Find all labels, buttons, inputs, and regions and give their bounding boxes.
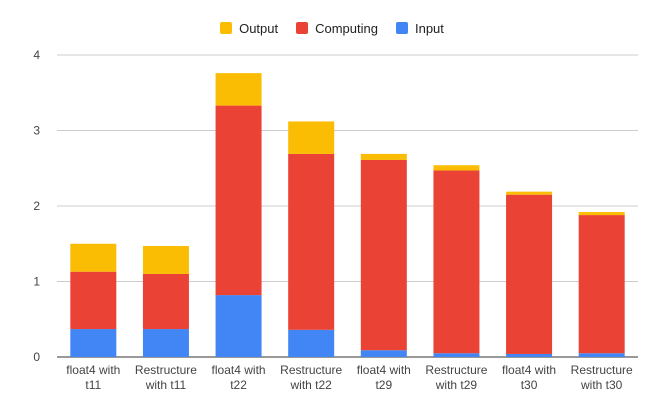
legend-item-output: Output xyxy=(220,21,278,36)
x-tick-label: Restructure with t22 xyxy=(280,363,342,392)
legend-item-input: Input xyxy=(395,20,444,36)
bar-input-2 xyxy=(215,295,262,357)
y-tick-label: 4 xyxy=(33,48,40,62)
x-tick-label-line: Restructure xyxy=(571,363,633,377)
bar-output-3 xyxy=(288,121,335,154)
x-tick-label-line: t22 xyxy=(230,378,247,392)
legend-swatch xyxy=(220,22,233,34)
y-tick-label: 2 xyxy=(33,199,40,213)
bar-input-6 xyxy=(506,353,553,357)
bar-input-5 xyxy=(433,353,480,357)
legend-swatch xyxy=(296,22,309,34)
legend-item-computing: Computing xyxy=(296,21,378,36)
bar-computing-3 xyxy=(288,153,335,330)
y-tick-label: 1 xyxy=(33,275,40,289)
bar-computing-4 xyxy=(360,159,407,351)
legend-label: Input xyxy=(414,20,444,36)
x-tick-label-line: float4 with xyxy=(66,363,120,377)
x-tick-label-line: Restructure xyxy=(280,363,342,377)
x-tick-label-line: float4 with xyxy=(357,363,411,377)
x-tick-label-line: t29 xyxy=(375,378,392,392)
x-tick-label: float4 with t22 xyxy=(212,363,266,392)
bar-input-7 xyxy=(578,353,625,357)
x-tick-label-line: t30 xyxy=(521,378,538,392)
x-tick-label: Restructure with t30 xyxy=(571,363,633,392)
bar-computing-6 xyxy=(506,194,553,354)
x-tick-label: float4 with t29 xyxy=(357,363,411,392)
bar-computing-1 xyxy=(142,273,189,330)
bar-input-1 xyxy=(142,329,189,357)
legend-swatch xyxy=(395,22,408,34)
x-tick-label: float4 with t11 xyxy=(66,363,120,392)
legend-label: Computing xyxy=(315,20,378,36)
x-tick-label-line: with t30 xyxy=(580,378,623,392)
x-tick-label-line: with t11 xyxy=(145,378,187,392)
x-tick-label-line: t11 xyxy=(85,378,101,392)
bar-output-2 xyxy=(215,73,262,106)
x-tick-label: Restructure with t29 xyxy=(425,363,487,392)
bar-computing-7 xyxy=(578,215,625,354)
legend-label: Output xyxy=(239,20,279,36)
bar-output-4 xyxy=(360,153,407,160)
bar-output-5 xyxy=(433,165,480,171)
x-tick-label-line: with t22 xyxy=(290,378,333,392)
bar-output-7 xyxy=(578,212,625,216)
chart-legend: Output Computing Input xyxy=(0,19,664,37)
bar-input-0 xyxy=(70,329,117,357)
bar-output-6 xyxy=(506,191,553,195)
bar-output-0 xyxy=(70,243,117,272)
bar-computing-0 xyxy=(70,271,117,330)
bar-computing-2 xyxy=(215,105,262,296)
x-tick-label: Restructure with t11 xyxy=(135,363,197,392)
x-tick-label-line: with t29 xyxy=(435,378,478,392)
bar-computing-5 xyxy=(433,170,480,354)
y-tick-label: 3 xyxy=(33,124,40,138)
bar-input-3 xyxy=(288,329,335,357)
x-tick-label-line: Restructure xyxy=(135,363,197,377)
y-tick-label: 0 xyxy=(33,350,40,364)
x-tick-label-line: float4 with xyxy=(212,363,266,377)
x-tick-label: float4 with t30 xyxy=(502,363,556,392)
x-tick-label-line: float4 with xyxy=(502,363,556,377)
x-tick-label-line: Restructure xyxy=(425,363,487,377)
bar-input-4 xyxy=(360,350,407,357)
bar-output-1 xyxy=(142,246,189,274)
